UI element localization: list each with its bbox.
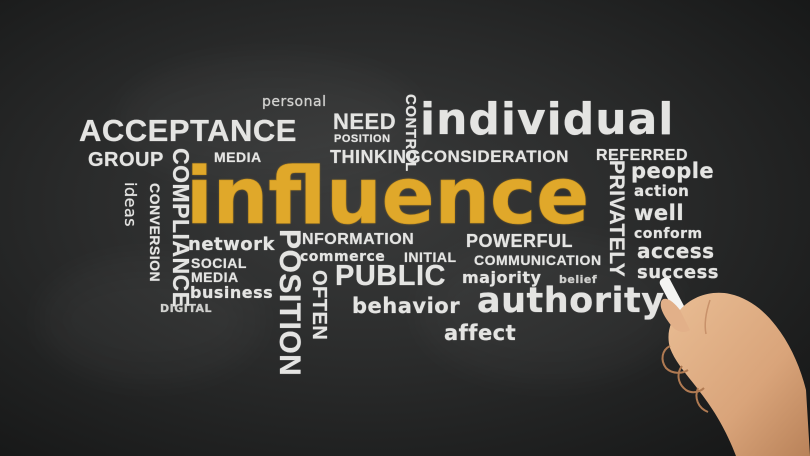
word-people: people bbox=[631, 159, 715, 183]
word-position-small: POSITION bbox=[334, 133, 391, 145]
word-information: INFORMATION bbox=[297, 231, 415, 248]
word-success: success bbox=[637, 262, 720, 283]
word-privately: PRIVATELY bbox=[605, 160, 628, 278]
word-initial: INITIAL bbox=[404, 249, 457, 265]
word-affect: affect bbox=[444, 321, 517, 345]
word-referred: REFERRED bbox=[596, 147, 689, 164]
word-authority: authority bbox=[477, 281, 665, 321]
word-consideration: CONSIDERATION bbox=[421, 147, 569, 166]
word-communication: COMMUNICATION bbox=[474, 252, 602, 268]
word-majority: majority bbox=[462, 268, 542, 287]
hand-holding-chalk-image bbox=[659, 277, 810, 456]
word-media-small: MEDIA bbox=[191, 269, 239, 285]
word-media: MEDIA bbox=[214, 149, 262, 165]
word-social: SOCIAL bbox=[191, 255, 247, 271]
word-digital: DIGITAL bbox=[160, 302, 213, 315]
word-acceptance: ACCEPTANCE bbox=[79, 113, 297, 148]
word-ideas: ideas bbox=[121, 182, 140, 228]
word-personal: personal bbox=[262, 94, 327, 110]
word-action: action bbox=[634, 182, 690, 200]
word-business: business bbox=[190, 283, 274, 302]
word-well: well bbox=[634, 201, 685, 225]
word-access: access bbox=[637, 239, 715, 263]
word-public: PUBLIC bbox=[335, 260, 446, 292]
word-conform: conform bbox=[634, 226, 703, 242]
word-network: network bbox=[188, 234, 275, 255]
word-influence: influence bbox=[186, 152, 590, 242]
word-often: OFTEN bbox=[308, 270, 330, 341]
word-belief: belief bbox=[559, 273, 598, 286]
word-powerful: POWERFUL bbox=[466, 231, 573, 251]
word-position-large: POSITION bbox=[273, 229, 306, 377]
word-group: GROUP bbox=[88, 149, 164, 171]
word-thinking: THINKING bbox=[330, 147, 421, 167]
word-need: NEED bbox=[333, 109, 397, 134]
word-individual: individual bbox=[420, 94, 675, 145]
word-behavior: behavior bbox=[352, 294, 461, 318]
word-conversion: CONVERSION bbox=[147, 183, 163, 283]
word-commerce: commerce bbox=[300, 249, 386, 265]
